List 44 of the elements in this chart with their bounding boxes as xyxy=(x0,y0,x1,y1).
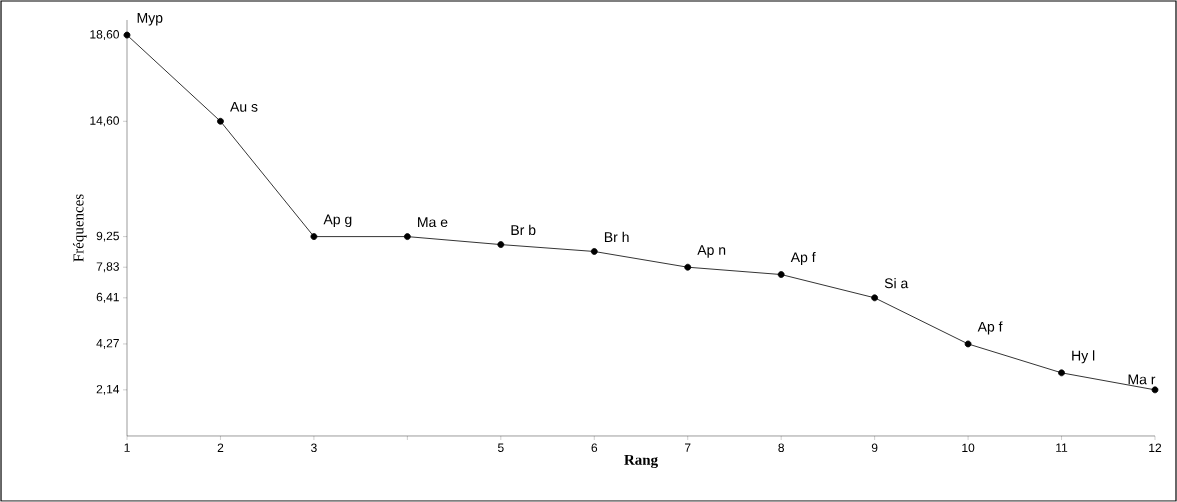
point xyxy=(217,117,224,125)
point xyxy=(310,233,318,241)
annotation: Br h xyxy=(604,231,629,242)
x-tick-label: 6 xyxy=(591,443,598,453)
y-tick-label: 2,14 xyxy=(96,384,120,395)
y-tick-label: 9,25 xyxy=(96,231,119,242)
annotation: Si a xyxy=(884,278,909,289)
annotation: Hy l xyxy=(1072,350,1095,364)
y-axis-title: Fréquences xyxy=(72,194,87,262)
point xyxy=(497,241,505,248)
x-tick-label: 7 xyxy=(685,443,691,452)
annotation: Ap f xyxy=(977,321,1003,335)
x-tick-label: 8 xyxy=(778,443,784,453)
annotation: Br b xyxy=(511,224,536,236)
x-tick-label: 9 xyxy=(871,443,878,453)
point xyxy=(964,340,972,348)
point xyxy=(590,248,598,255)
annotation: Ap g xyxy=(323,214,352,228)
annotation: Ap n xyxy=(697,245,726,258)
x-tick-label: 5 xyxy=(497,443,504,452)
x-tick-label: 10 xyxy=(962,443,975,453)
y-tick-label: 14,60 xyxy=(90,116,120,127)
y-tick-label: 18,60 xyxy=(90,30,120,41)
x-tick-label: 3 xyxy=(311,443,317,453)
annotation: Au s xyxy=(230,101,258,112)
x-tick-label: 2 xyxy=(217,443,224,452)
y-tick-label: 6,41 xyxy=(96,292,119,303)
point xyxy=(123,31,131,39)
y-tick-label: 7,83 xyxy=(96,262,119,273)
point xyxy=(1058,369,1065,377)
x-tick-label: 1 xyxy=(124,443,130,452)
annotation: Myp xyxy=(137,13,163,26)
point xyxy=(777,271,785,278)
y-tick-label: 4,27 xyxy=(96,339,119,349)
x-axis-title: Rang xyxy=(624,454,658,469)
annotation: Ma r xyxy=(1128,374,1156,385)
point xyxy=(684,263,692,271)
point xyxy=(403,233,411,241)
x-tick-label: 12 xyxy=(1149,443,1162,452)
point xyxy=(871,294,879,302)
point xyxy=(1151,386,1159,394)
annotation: Ma e xyxy=(418,217,448,228)
x-tick-label: 11 xyxy=(1056,443,1068,452)
annotation: Ap f xyxy=(790,251,816,266)
